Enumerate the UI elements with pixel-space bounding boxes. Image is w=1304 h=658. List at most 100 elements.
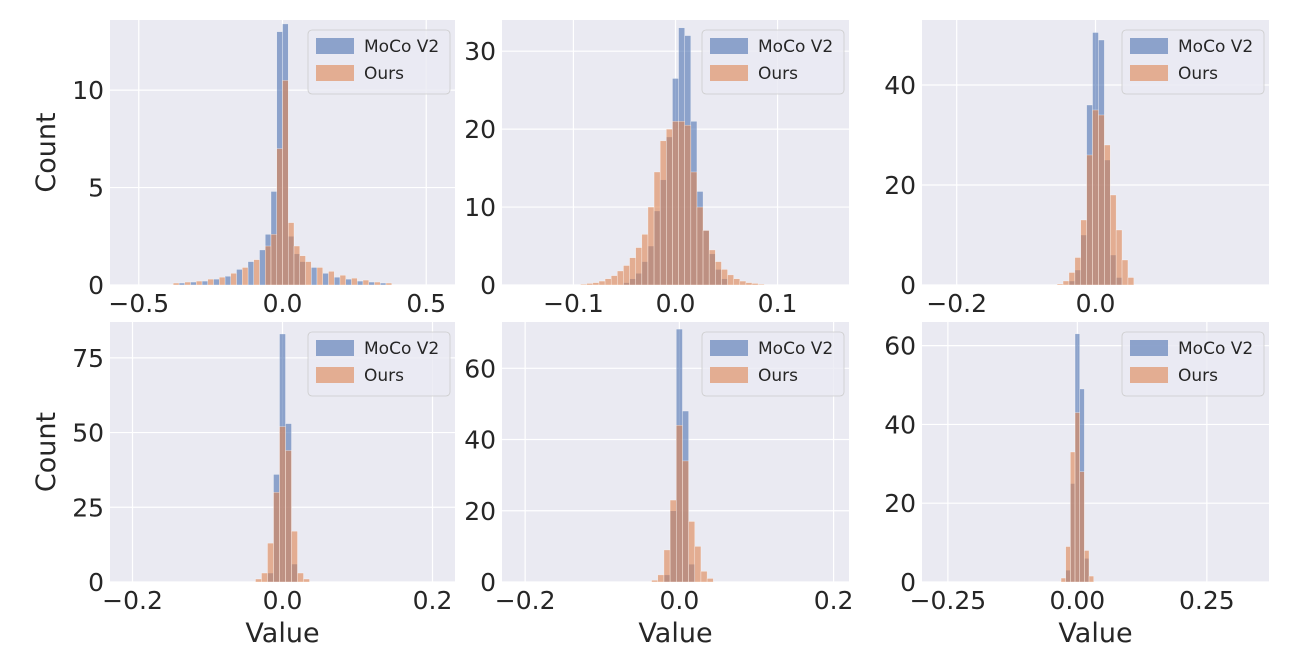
y-tick-label: 10: [72, 76, 104, 105]
histogram-bar: [270, 234, 277, 286]
histogram-bar: [1065, 546, 1071, 583]
histogram-bar: [328, 271, 335, 286]
histogram-bar: [1115, 229, 1123, 286]
histogram-bar: [684, 124, 692, 286]
histogram-bar: [213, 278, 220, 286]
series-ours: [580, 121, 765, 286]
histogram-bar: [610, 275, 618, 286]
histogram-bar: [751, 283, 759, 286]
x-tick-label: 0.1: [758, 289, 798, 318]
y-tick-label: 40: [464, 426, 496, 455]
y-tick-label: 20: [464, 115, 496, 144]
legend-swatch-moco-v2: [316, 340, 354, 356]
histogram-bar: [694, 546, 702, 583]
legend: MoCo V2 Ours: [701, 29, 845, 95]
histogram-bar: [196, 280, 203, 286]
histogram-bar: [745, 282, 753, 286]
legend: MoCo V2 Ours: [1121, 29, 1265, 95]
legend: MoCo V2 Ours: [1121, 331, 1265, 397]
histogram-bar: [688, 521, 696, 583]
x-tick-label: 0.2: [814, 586, 854, 615]
y-tick-label: 0: [88, 568, 104, 597]
legend-swatch-moco-v2: [710, 340, 748, 356]
histogram-bar: [678, 121, 685, 286]
histogram-bar: [629, 257, 636, 286]
y-tick-label: 25: [72, 493, 104, 522]
y-tick-label: 50: [72, 419, 104, 448]
legend-label-moco-v2: MoCo V2: [364, 339, 439, 359]
y-tick-label: 40: [884, 410, 916, 439]
histogram-bar: [357, 280, 364, 286]
legend-swatch-ours: [1130, 367, 1168, 383]
histogram-bar: [580, 283, 587, 286]
histogram-bar: [666, 128, 673, 286]
histogram-bar: [253, 259, 260, 286]
histogram-bar: [1068, 272, 1076, 286]
histogram-bar: [586, 283, 594, 286]
histogram-bar: [236, 269, 243, 286]
histogram-bar: [1088, 575, 1094, 583]
histogram-bar: [1104, 144, 1111, 286]
y-axis-label: Count: [31, 412, 62, 492]
histogram-bar: [173, 282, 180, 286]
legend-label-ours: Ours: [1178, 64, 1218, 84]
histogram-bar: [374, 281, 381, 286]
histogram-bar: [303, 578, 310, 583]
y-tick-label: 0: [480, 271, 496, 300]
x-axis-label: Value: [1058, 618, 1132, 649]
y-tick-label: 10: [464, 193, 496, 222]
series-ours: [255, 426, 310, 583]
x-tick-label: 0.0: [263, 289, 303, 318]
histogram-bar: [623, 265, 630, 286]
legend-swatch-moco-v2: [710, 38, 748, 54]
histogram-bar: [219, 276, 226, 286]
histogram-bar: [604, 278, 612, 286]
histogram-bar: [285, 450, 292, 583]
x-tick-label: 0.0: [656, 289, 696, 318]
histogram-bar: [727, 274, 734, 286]
legend: MoCo V2 Ours: [307, 29, 451, 95]
x-axis-label: Value: [638, 618, 712, 649]
legend-swatch-moco-v2: [316, 38, 354, 54]
histogram-bar: [1121, 259, 1129, 286]
legend-label-moco-v2: MoCo V2: [758, 339, 833, 359]
histogram-bar: [242, 267, 249, 286]
histogram-bar: [362, 279, 369, 286]
y-tick-label: 20: [884, 489, 916, 518]
histogram-bar: [265, 245, 272, 286]
histogram-bar: [247, 261, 254, 286]
histogram-bar: [311, 267, 318, 286]
histogram-bar: [351, 277, 358, 286]
panel-top-left: −0.5 0.0 0.5 0 5 10 Count MoCo V2 Ours: [31, 20, 455, 318]
histogram-bar: [651, 579, 659, 583]
histogram-bar: [1079, 471, 1085, 583]
histogram-bar: [663, 549, 671, 583]
histogram-bar: [380, 282, 387, 286]
y-axis-label: Count: [31, 112, 62, 192]
histogram-bar: [1086, 154, 1093, 286]
y-tick-label: 75: [72, 344, 104, 373]
histogram-bar: [1092, 109, 1099, 286]
legend-label-moco-v2: MoCo V2: [1178, 37, 1253, 57]
legend-swatch-moco-v2: [1130, 38, 1168, 54]
histogram-bar: [267, 542, 274, 583]
y-tick-label: 60: [884, 332, 916, 361]
histogram-bar: [1070, 451, 1076, 583]
series-ours: [1056, 109, 1135, 286]
y-tick-label: 60: [464, 354, 496, 383]
histogram-bar: [299, 255, 306, 286]
x-tick-label: −0.2: [102, 586, 163, 615]
histogram-bar: [715, 261, 722, 286]
x-tick-label: −0.2: [926, 289, 987, 318]
histogram-bar: [672, 121, 679, 286]
series-ours: [651, 425, 714, 583]
histogram-bar: [282, 80, 289, 286]
histogram-bar: [696, 206, 704, 286]
histogram-bar: [178, 282, 185, 286]
histogram-bar: [1074, 257, 1082, 286]
y-tick-label: 40: [884, 71, 916, 100]
y-tick-label: 0: [900, 568, 916, 597]
histogram-bar: [1127, 277, 1135, 286]
histogram-bar: [322, 273, 329, 286]
x-axis-label: Value: [245, 618, 319, 649]
